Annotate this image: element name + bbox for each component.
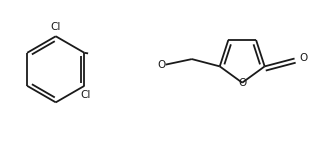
Text: Cl: Cl (80, 90, 90, 100)
Text: O: O (158, 60, 166, 70)
Text: O: O (299, 53, 308, 63)
Text: O: O (238, 79, 246, 89)
Text: Cl: Cl (51, 22, 61, 32)
